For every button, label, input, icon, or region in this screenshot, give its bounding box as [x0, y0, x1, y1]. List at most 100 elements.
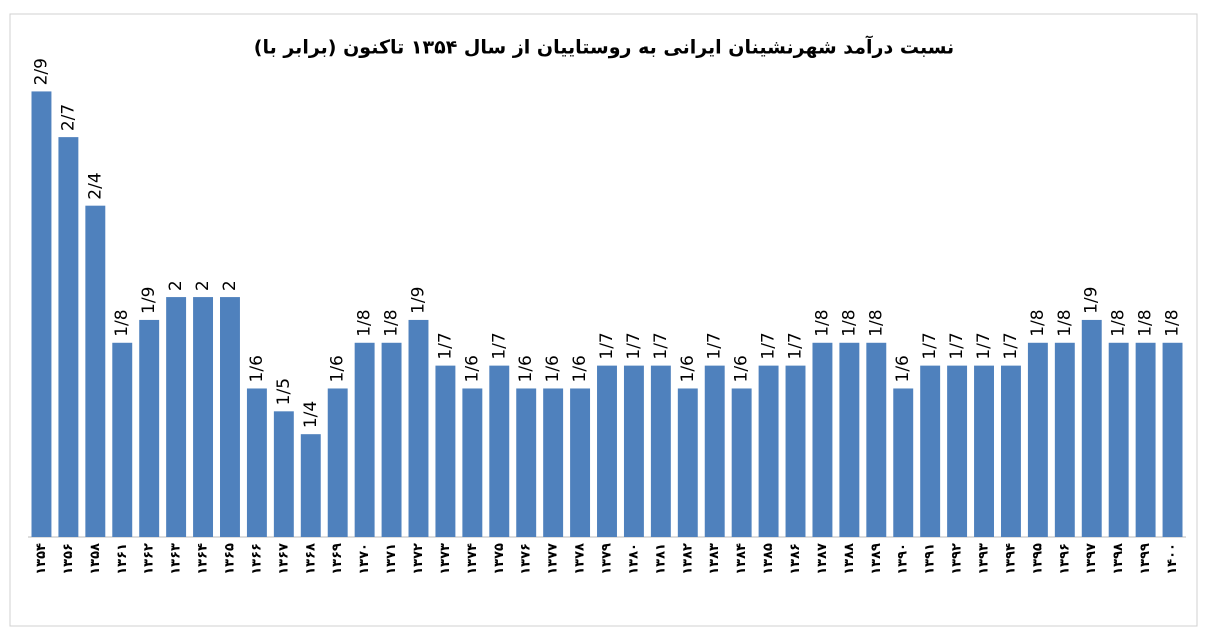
value-label: 1/8	[1163, 309, 1183, 336]
x-tick-label: ۱۳۶۸	[303, 543, 318, 575]
value-label: 1/9	[139, 287, 159, 314]
x-tick-label: ۱۳۹۵	[1030, 543, 1045, 575]
bar	[893, 388, 914, 537]
x-tick-label: ۱۳۷۹	[600, 543, 615, 575]
value-label: 1/8	[866, 309, 886, 336]
value-label: 1/8	[1028, 309, 1048, 336]
bar	[623, 365, 644, 537]
bar	[1162, 342, 1183, 537]
x-tick-label: ۱۳۸۵	[761, 543, 776, 575]
bar	[758, 365, 779, 537]
value-label: 1/7	[759, 332, 779, 359]
value-label: 1/6	[462, 355, 482, 382]
value-label: 1/9	[408, 287, 428, 314]
x-tick-label: ۱۳۸۹	[869, 543, 884, 575]
bar	[947, 365, 968, 537]
x-tick-label: ۱۳۸۲	[680, 543, 695, 575]
bar	[1108, 342, 1129, 537]
bar	[597, 365, 617, 537]
bar	[489, 365, 510, 537]
bar	[354, 342, 375, 537]
x-tick-label: ۱۳۹۷	[1084, 543, 1099, 575]
x-tick-label: ۱۳۶۶	[249, 543, 264, 575]
x-tick-label: ۱۳۹۰	[896, 543, 911, 575]
value-label: 1/7	[920, 332, 940, 359]
bar	[327, 388, 348, 537]
x-tick-label: ۱۳۵۴	[34, 543, 49, 575]
value-label: 1/8	[355, 309, 375, 336]
value-label: 1/8	[112, 309, 132, 336]
bar	[435, 365, 456, 537]
x-tick-label: ۱۳۶۳	[169, 543, 184, 575]
x-tick-label: ۱۳۹۹	[1138, 543, 1153, 575]
value-label: 2	[220, 280, 240, 291]
bar	[166, 297, 187, 537]
bar	[193, 297, 214, 537]
x-tick-label: ۱۳۷۲	[411, 543, 426, 575]
value-label: 1/7	[974, 332, 994, 359]
value-label: 1/8	[1055, 309, 1075, 336]
x-tick-label: ۱۳۵۶	[61, 543, 76, 575]
value-label: 2	[193, 280, 213, 291]
x-tick-label: ۱۳۷۱	[384, 543, 399, 575]
value-label: 1/6	[678, 355, 698, 382]
bar	[650, 365, 671, 537]
value-label: 1/7	[651, 332, 671, 359]
bar	[704, 365, 725, 537]
value-label: 1/8	[839, 309, 859, 336]
value-label: 1/8	[812, 309, 832, 336]
bar	[1135, 342, 1156, 537]
x-tick-label: ۱۳۹۸	[1111, 543, 1126, 575]
value-label: 1/6	[732, 355, 752, 382]
value-label: 1/7	[786, 332, 806, 359]
value-label: 1/6	[893, 355, 913, 382]
x-tick-label: ۱۳۹۱	[923, 543, 938, 575]
x-tick-label: ۱۳۸۱	[653, 543, 668, 575]
x-tick-label: ۱۳۷۴	[465, 543, 480, 575]
x-tick-label: ۱۳۶۵	[222, 543, 237, 575]
value-label: 1/6	[247, 355, 267, 382]
x-tick-label: ۱۳۸۳	[707, 543, 722, 575]
x-tick-label: ۱۳۷۳	[438, 543, 453, 575]
x-tick-label: ۱۳۵۸	[88, 543, 103, 575]
x-tick-label: ۱۳۶۴	[196, 543, 211, 575]
value-label: 1/7	[489, 332, 509, 359]
x-tick-label: ۱۳۶۷	[276, 543, 291, 575]
bar	[570, 388, 591, 537]
bar	[1027, 342, 1048, 537]
x-tick-label: ۱۳۹۶	[1057, 543, 1072, 575]
value-label: 1/8	[1109, 309, 1129, 336]
x-tick-label: ۱۳۸۶	[788, 543, 803, 575]
value-label: 1/9	[1082, 287, 1102, 314]
x-tick-label: ۱۳۸۰	[626, 543, 641, 575]
x-tick-label: ۱۳۷۷	[546, 543, 561, 575]
value-label: 1/6	[570, 355, 590, 382]
bar	[543, 388, 564, 537]
bar	[1000, 365, 1021, 537]
bar	[85, 205, 106, 538]
bar	[273, 411, 294, 537]
x-tick-label: ۱۴۰۰	[1165, 543, 1180, 575]
value-label: 1/7	[435, 332, 455, 359]
value-label: 1/4	[301, 401, 321, 428]
bar	[58, 137, 79, 537]
value-label: 1/6	[328, 355, 348, 382]
value-label: 1/7	[624, 332, 644, 359]
bar	[300, 434, 321, 537]
x-tick-label: ۱۳۶۱	[115, 543, 130, 575]
bar	[812, 342, 833, 537]
value-label: 1/7	[1001, 332, 1021, 359]
value-label: 1/8	[382, 309, 402, 336]
x-tick-label: ۱۳۸۴	[734, 543, 749, 575]
x-tick-label: ۱۳۶۹	[330, 543, 345, 575]
bar	[462, 388, 483, 537]
x-tick-label: ۱۳۸۷	[815, 543, 830, 575]
value-label: 1/6	[543, 355, 563, 382]
bar	[139, 319, 160, 537]
value-label: 2	[166, 280, 186, 291]
bar	[731, 388, 752, 537]
value-label: 2/4	[85, 172, 105, 199]
bar	[1081, 319, 1102, 537]
x-tick-label: ۱۳۸۸	[842, 543, 857, 575]
value-label: 2/9	[31, 58, 51, 85]
